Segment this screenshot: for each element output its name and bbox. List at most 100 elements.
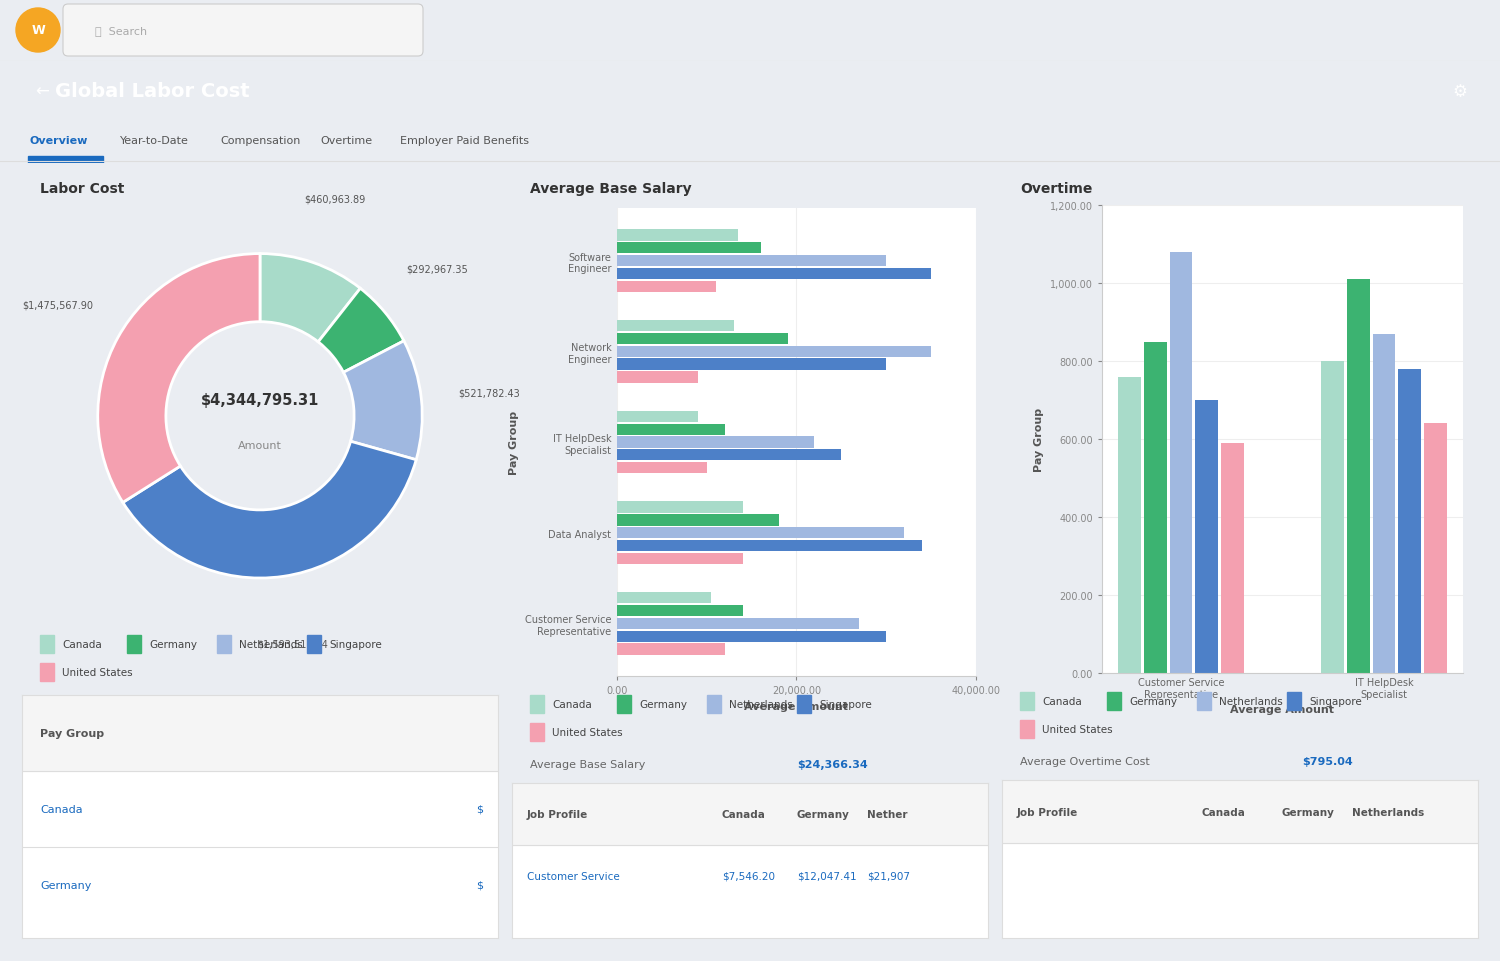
Bar [616, 359, 886, 370]
Text: $292,967.35: $292,967.35 [406, 264, 468, 275]
Text: Canada: Canada [1202, 807, 1246, 817]
Circle shape [16, 9, 60, 53]
Text: United States: United States [62, 667, 132, 677]
Bar [308, 635, 321, 653]
Text: Netherlands: Netherlands [729, 700, 792, 709]
Text: $12,047.41: $12,047.41 [796, 871, 856, 881]
Bar [616, 230, 738, 241]
Bar [1347, 280, 1370, 674]
Text: $795.04: $795.04 [1302, 756, 1353, 766]
Bar [1020, 720, 1034, 738]
FancyBboxPatch shape [63, 5, 423, 57]
Bar [1020, 692, 1034, 710]
Bar [512, 783, 988, 845]
Bar [616, 605, 742, 617]
Bar [616, 372, 698, 383]
Text: Germany: Germany [639, 700, 687, 709]
Text: Netherlands: Netherlands [238, 639, 303, 649]
Text: Canada: Canada [1042, 697, 1082, 706]
Text: United States: United States [552, 727, 622, 737]
Y-axis label: Pay Group: Pay Group [1035, 407, 1044, 472]
Text: $24,366.34: $24,366.34 [796, 759, 867, 769]
Bar [616, 450, 842, 461]
Text: Customer Service: Customer Service [526, 871, 620, 881]
Bar [40, 663, 54, 681]
Text: Canada: Canada [722, 809, 766, 819]
Text: Germany: Germany [796, 809, 850, 819]
Bar [1119, 378, 1142, 674]
Text: Nether: Nether [867, 809, 907, 819]
Bar [616, 502, 742, 513]
Bar [616, 618, 860, 629]
Wedge shape [344, 341, 422, 460]
Text: $: $ [476, 880, 483, 890]
Bar [217, 635, 231, 653]
Text: $521,782.43: $521,782.43 [459, 387, 520, 398]
Bar [616, 528, 904, 539]
Bar [616, 346, 932, 357]
Text: Labor Cost: Labor Cost [40, 182, 125, 196]
Bar [616, 515, 778, 526]
Text: Singapore: Singapore [819, 700, 872, 709]
Bar [796, 695, 812, 713]
Bar [616, 437, 815, 448]
X-axis label: Average Amount: Average Amount [1230, 704, 1335, 715]
X-axis label: Average Amount: Average Amount [744, 701, 849, 711]
Text: Pay Group: Pay Group [40, 727, 104, 738]
Text: Singapore: Singapore [1310, 697, 1362, 706]
Text: Netherlands: Netherlands [1220, 697, 1282, 706]
Bar [616, 243, 760, 254]
Bar [616, 268, 932, 280]
Bar [616, 256, 886, 267]
Text: Netherlands: Netherlands [1352, 807, 1424, 817]
Bar [1287, 692, 1300, 710]
Text: $21,907: $21,907 [867, 871, 910, 881]
Text: Average Base Salary: Average Base Salary [530, 759, 645, 769]
Text: Employer Paid Benefits: Employer Paid Benefits [400, 136, 530, 146]
Bar [616, 554, 742, 564]
Text: United States: United States [1042, 725, 1113, 734]
Bar [1424, 424, 1446, 674]
Text: Global Labor Cost: Global Labor Cost [56, 83, 249, 102]
Bar [1221, 443, 1244, 674]
Bar [616, 411, 698, 423]
Text: Job Profile: Job Profile [526, 809, 588, 819]
Bar [530, 695, 544, 713]
Bar [1398, 369, 1420, 674]
Bar [1170, 253, 1192, 674]
Bar [616, 593, 711, 604]
Bar [1196, 401, 1218, 674]
Bar [1144, 342, 1167, 674]
Text: Average Base Salary: Average Base Salary [530, 182, 692, 196]
Text: Overtime: Overtime [320, 136, 372, 146]
Bar [1107, 692, 1120, 710]
Text: Germany: Germany [40, 880, 92, 890]
Text: Amount: Amount [238, 440, 282, 451]
Wedge shape [260, 255, 360, 342]
Text: Canada: Canada [40, 803, 82, 814]
Bar [616, 644, 724, 655]
Text: Job Profile: Job Profile [1017, 807, 1078, 817]
Text: ←: ← [34, 83, 50, 101]
Text: Year-to-Date: Year-to-Date [120, 136, 189, 146]
Bar [706, 695, 722, 713]
Text: W: W [32, 24, 45, 37]
Text: Singapore: Singapore [328, 639, 381, 649]
Bar [22, 695, 498, 771]
Bar [1002, 780, 1478, 844]
Wedge shape [318, 289, 404, 373]
Text: $: $ [476, 803, 483, 814]
Y-axis label: Pay Group: Pay Group [510, 410, 519, 475]
Bar [616, 462, 706, 474]
Bar [40, 635, 54, 653]
Text: Canada: Canada [552, 700, 591, 709]
Text: Canada: Canada [62, 639, 102, 649]
Text: $4,344,795.31: $4,344,795.31 [201, 393, 320, 407]
Text: Germany: Germany [148, 639, 196, 649]
Bar [616, 631, 886, 642]
Wedge shape [123, 442, 416, 579]
Text: Compensation: Compensation [220, 136, 300, 146]
Text: $1,475,567.90: $1,475,567.90 [22, 300, 93, 310]
Bar [530, 724, 544, 741]
Text: ⚙: ⚙ [1452, 83, 1467, 101]
